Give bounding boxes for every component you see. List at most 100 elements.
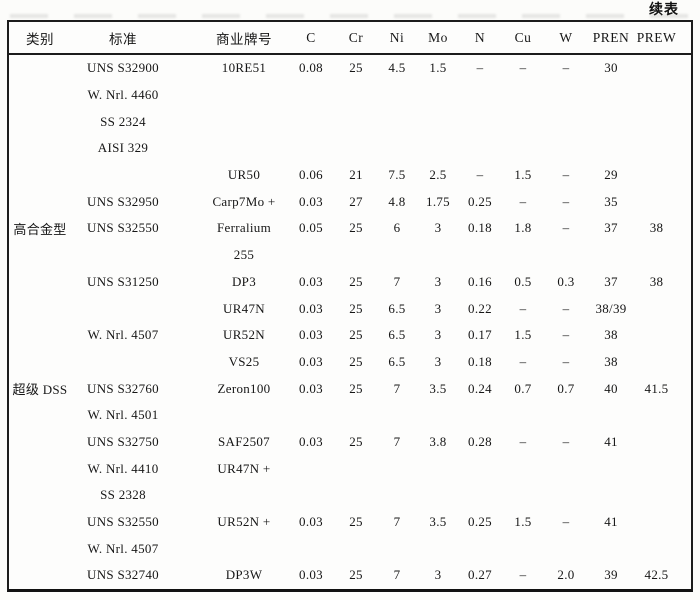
table-cell: 7.5 — [388, 167, 406, 183]
table-cell — [9, 349, 71, 376]
table-row: UR47N 0.03 25 6.5 3 0.22 – – 38/39 — [9, 295, 691, 322]
table-cell: W. Nrl. 4507 — [87, 540, 159, 556]
table-cell — [501, 402, 545, 429]
table-cell — [175, 535, 287, 562]
table-row: 超级 DSS UNS S32760 Zeron100 0.03 25 7 3.5 0.24 0.… — [9, 375, 691, 402]
table-cell — [71, 162, 175, 189]
table-cell — [545, 108, 587, 135]
table-cell — [501, 535, 545, 562]
table-cell: 27 — [349, 193, 363, 209]
table-cell: UR47N + — [217, 460, 271, 476]
table-cell: – — [562, 327, 570, 343]
table-cell: 3 — [434, 327, 442, 343]
table-cell — [377, 482, 417, 509]
table-cell — [335, 402, 377, 429]
table-cell — [417, 455, 459, 482]
table-cell — [71, 349, 175, 376]
table-cell — [501, 455, 545, 482]
table-cell: UNS S32550 — [87, 220, 159, 236]
table-cell — [635, 349, 691, 376]
table-cell: 7 — [393, 567, 401, 583]
table-cell — [175, 82, 287, 109]
table-cell: UNS S32750 — [87, 433, 159, 449]
table-cell — [635, 135, 691, 162]
table-row: 高合金型 UNS S32550 Ferralium 0.05 25 6 3 0.18 1.8 – 3… — [9, 215, 691, 242]
table-cell — [459, 135, 501, 162]
table-cell: 41 — [604, 433, 618, 449]
table-cell: 25 — [349, 327, 363, 343]
table-cell: 0.7 — [514, 380, 532, 396]
table-cell — [9, 562, 71, 589]
table-cell: 21 — [349, 167, 363, 183]
table-header-row: 类别 标准 商业牌号 C Cr Ni Mo N Cu W PREN PREW — [9, 22, 691, 55]
table-cell — [459, 82, 501, 109]
table-cell: 0.03 — [299, 567, 323, 583]
table-cell — [9, 242, 71, 269]
table-cell: 3 — [434, 567, 442, 583]
table-cell — [635, 322, 691, 349]
table-cell — [459, 242, 501, 269]
table-cell — [635, 429, 691, 456]
table-cell: 39 — [604, 567, 618, 583]
table-cell — [377, 242, 417, 269]
table-cell — [9, 429, 71, 456]
table-cell — [501, 82, 545, 109]
table-cell: 0.05 — [299, 220, 323, 236]
table-cell: 0.03 — [299, 300, 323, 316]
table-cell: 41 — [604, 514, 618, 530]
table-cell — [9, 509, 71, 536]
table-cell — [417, 535, 459, 562]
table-cell — [71, 295, 175, 322]
table-cell: 25 — [349, 380, 363, 396]
table-row: UNS S32900 10RE51 0.08 25 4.5 1.5 – – – 30 — [9, 55, 691, 82]
table-cell — [287, 482, 335, 509]
table-cell: – — [562, 220, 570, 236]
table-cell — [335, 135, 377, 162]
table-row: AISI 329 — [9, 135, 691, 162]
table-cell: – — [519, 300, 527, 316]
table-cell — [287, 82, 335, 109]
table-cell — [545, 402, 587, 429]
table-row: W. Nrl. 4507 — [9, 535, 691, 562]
table-cell — [287, 455, 335, 482]
table-cell: 0.03 — [299, 514, 323, 530]
column-header: 类别 — [26, 31, 54, 47]
table-cell: 0.7 — [557, 380, 575, 396]
table-cell: UR52N + — [217, 514, 271, 530]
table-cell — [335, 535, 377, 562]
table-cell — [635, 295, 691, 322]
table-cell: W. Nrl. 4460 — [87, 87, 159, 103]
column-header: 标准 — [109, 31, 137, 47]
table-row: UNS S32950 Carp7Mo + 0.03 27 4.8 1.75 0.25 – – 35 — [9, 188, 691, 215]
table-cell: 0.22 — [468, 300, 492, 316]
table-cell — [335, 482, 377, 509]
table-cell: – — [519, 433, 527, 449]
table-cell — [175, 135, 287, 162]
table-cell — [9, 188, 71, 215]
table-cell — [545, 482, 587, 509]
table-cell: 25 — [349, 220, 363, 236]
table-cell — [175, 108, 287, 135]
table-cell: 37 — [604, 220, 618, 236]
table-cell: UNS S32550 — [87, 514, 159, 530]
table-cell — [635, 188, 691, 215]
table-cell: SAF2507 — [218, 433, 270, 449]
table-cell: 25 — [349, 60, 363, 76]
table-cell: 0.18 — [468, 220, 492, 236]
table-cell: DP3 — [231, 273, 257, 289]
table-cell: 7 — [393, 514, 401, 530]
table-cell — [377, 108, 417, 135]
table-cell — [9, 135, 71, 162]
table-cell — [417, 82, 459, 109]
table-row: W. Nrl. 4460 — [9, 82, 691, 109]
table-cell — [9, 82, 71, 109]
table-cell: 25 — [349, 433, 363, 449]
table-cell — [287, 135, 335, 162]
table-cell: Zeron100 — [217, 380, 271, 396]
table-cell: – — [562, 514, 570, 530]
table-cell — [545, 82, 587, 109]
table-cell — [287, 242, 335, 269]
table-cell — [287, 402, 335, 429]
table-cell: 0.18 — [468, 353, 492, 369]
